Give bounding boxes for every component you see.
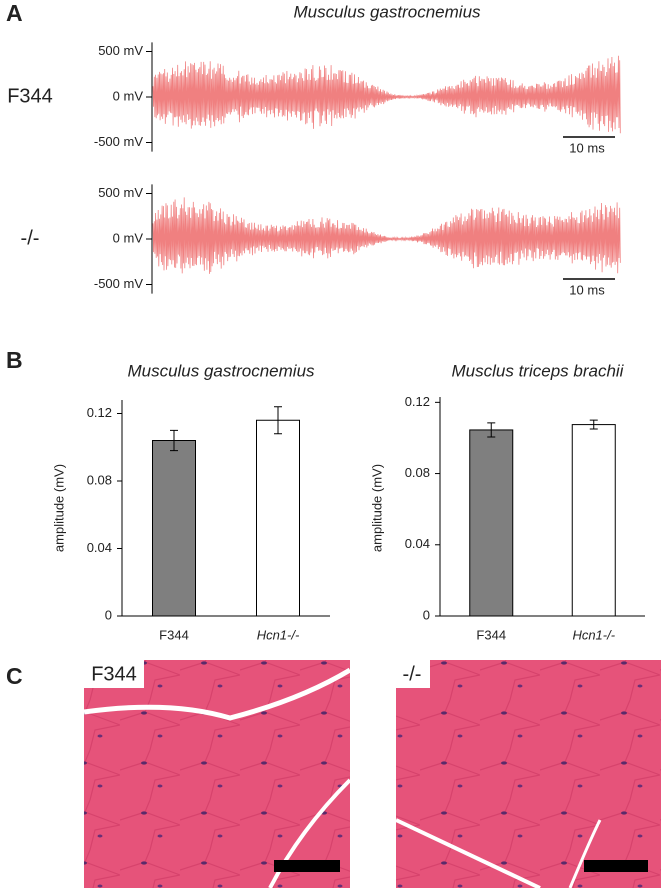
error-bar xyxy=(170,429,178,452)
y-tick-label: 500 mV xyxy=(98,43,143,58)
tissue-gap xyxy=(83,667,352,721)
y-axis-label: amplitude (mV) xyxy=(369,464,384,552)
chart-title: Musclus triceps brachii xyxy=(452,361,625,380)
image-label: F344 xyxy=(91,663,137,685)
tissue-gap xyxy=(395,818,541,890)
y-tick-label: -500 mV xyxy=(94,134,143,149)
label-box xyxy=(396,660,430,688)
y-tick-label: 0 xyxy=(105,607,112,622)
histology-left: F344 xyxy=(83,660,352,889)
emg-trace xyxy=(152,55,621,134)
row-label: F344 xyxy=(7,85,53,107)
bar xyxy=(469,429,514,617)
chart-title: Musculus gastrocnemius xyxy=(293,2,481,21)
histology-image xyxy=(396,660,661,888)
y-tick-label: 0 mV xyxy=(113,230,144,245)
scale-bar-label: 10 ms xyxy=(569,140,605,155)
y-tick-label: 0.12 xyxy=(87,405,112,420)
histology-right: -/- xyxy=(395,660,661,890)
chart-title: Musculus gastrocnemius xyxy=(127,361,315,380)
panel-label: B xyxy=(6,347,23,373)
image-label: -/- xyxy=(403,663,422,685)
bar xyxy=(571,424,616,617)
y-tick-label: 0 xyxy=(423,607,430,622)
bar xyxy=(256,419,300,617)
y-tick-label: 0.08 xyxy=(87,472,112,487)
y-tick-label: 0.12 xyxy=(405,394,430,409)
scale-bar-label: 10 ms xyxy=(569,282,605,297)
scale-bar xyxy=(274,860,340,872)
row-label: -/- xyxy=(21,227,40,249)
panel-label: A xyxy=(6,0,23,26)
y-tick-label: 500 mV xyxy=(98,185,143,200)
y-tick-label: 0.08 xyxy=(405,465,430,480)
x-tick-label: F344 xyxy=(476,627,506,642)
error-bar xyxy=(589,419,598,430)
panel-label: C xyxy=(6,663,23,689)
y-tick-label: 0.04 xyxy=(405,536,430,551)
bar xyxy=(152,440,196,617)
y-axis-label: amplitude (mV) xyxy=(51,464,66,552)
error-bar xyxy=(487,422,496,438)
x-tick-label: Hcn1-/- xyxy=(572,627,615,642)
tissue-gap xyxy=(268,778,352,889)
emg-trace xyxy=(152,197,621,274)
label-box xyxy=(84,660,144,688)
x-tick-label: Hcn1-/- xyxy=(257,627,300,642)
histology-image xyxy=(84,660,350,888)
y-tick-label: 0.04 xyxy=(87,540,112,555)
scale-bar xyxy=(584,860,648,872)
error-bar xyxy=(274,406,282,435)
x-tick-label: F344 xyxy=(159,627,189,642)
y-tick-label: 0 mV xyxy=(113,88,144,103)
y-tick-label: -500 mV xyxy=(94,276,143,291)
tissue-gap xyxy=(568,819,602,889)
